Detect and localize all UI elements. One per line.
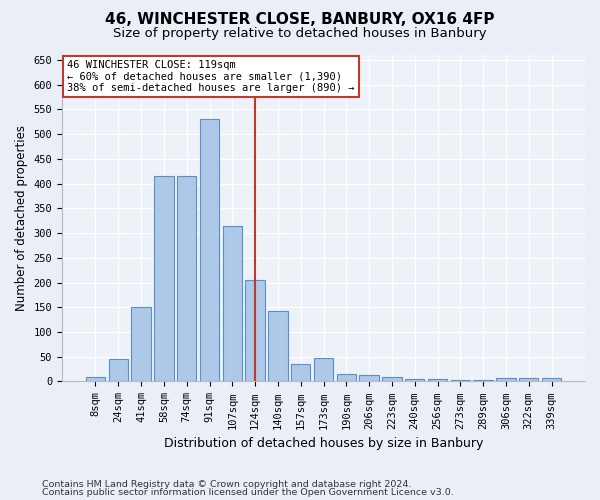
Bar <box>519 378 538 382</box>
Y-axis label: Number of detached properties: Number of detached properties <box>15 125 28 311</box>
Text: Contains HM Land Registry data © Crown copyright and database right 2024.: Contains HM Land Registry data © Crown c… <box>42 480 412 489</box>
Bar <box>359 375 379 382</box>
Bar <box>177 176 196 382</box>
Bar <box>473 380 493 382</box>
Bar <box>451 380 470 382</box>
Bar <box>337 374 356 382</box>
Bar <box>109 359 128 382</box>
Bar <box>496 378 515 382</box>
X-axis label: Distribution of detached houses by size in Banbury: Distribution of detached houses by size … <box>164 437 483 450</box>
Bar <box>428 379 447 382</box>
Text: 46 WINCHESTER CLOSE: 119sqm
← 60% of detached houses are smaller (1,390)
38% of : 46 WINCHESTER CLOSE: 119sqm ← 60% of det… <box>67 60 355 93</box>
Text: Contains public sector information licensed under the Open Government Licence v3: Contains public sector information licen… <box>42 488 454 497</box>
Text: 46, WINCHESTER CLOSE, BANBURY, OX16 4FP: 46, WINCHESTER CLOSE, BANBURY, OX16 4FP <box>105 12 495 28</box>
Bar <box>382 378 401 382</box>
Bar <box>86 378 105 382</box>
Bar <box>291 364 310 382</box>
Bar <box>542 378 561 382</box>
Bar <box>245 280 265 382</box>
Bar <box>154 176 173 382</box>
Bar <box>405 379 424 382</box>
Bar <box>223 226 242 382</box>
Bar <box>314 358 333 382</box>
Bar <box>131 308 151 382</box>
Text: Size of property relative to detached houses in Banbury: Size of property relative to detached ho… <box>113 28 487 40</box>
Bar <box>200 120 219 382</box>
Bar <box>268 310 287 382</box>
